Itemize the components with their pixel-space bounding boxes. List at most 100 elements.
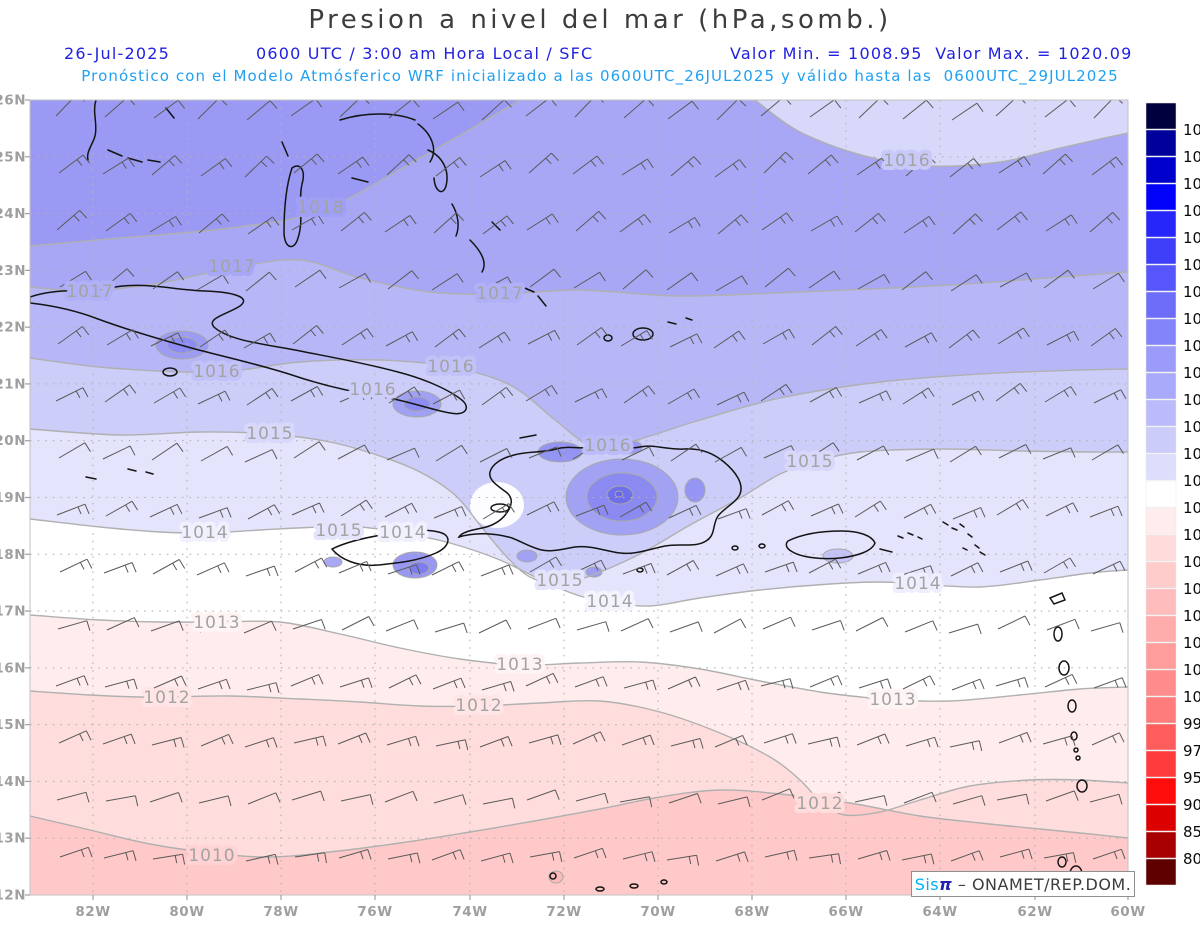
coastline — [491, 221, 501, 231]
wind-barb — [621, 158, 654, 176]
colorbar-cell — [1145, 642, 1177, 670]
wind-barb — [105, 500, 139, 517]
island-outline — [1053, 626, 1063, 642]
wind-barb — [857, 561, 891, 575]
wind-barb — [528, 734, 562, 746]
contour-label: 1015 — [315, 521, 362, 541]
wind-barb — [667, 676, 701, 690]
wind-barb — [621, 446, 655, 461]
lat-tick-label: 20N — [0, 433, 26, 449]
wind-barb — [247, 216, 280, 235]
wind-barb — [811, 620, 845, 631]
lat-tick-label: 24N — [0, 206, 26, 222]
wind-barb — [102, 157, 135, 175]
wind-barb — [151, 155, 183, 176]
wind-barb — [1045, 502, 1079, 517]
wind-barb — [527, 617, 561, 630]
wind-barb — [59, 558, 93, 573]
wind-barb — [339, 100, 370, 118]
island-outline — [603, 334, 613, 342]
isobar-line — [30, 428, 1128, 585]
wind-barb — [951, 102, 984, 121]
wind-barb — [196, 850, 230, 861]
wind-barb — [575, 211, 607, 232]
colorbar-label: 1002 — [1183, 661, 1200, 679]
wind-barb — [57, 620, 91, 631]
wind-barb — [760, 100, 792, 117]
wind-barb — [1091, 732, 1125, 746]
wind-barb — [384, 790, 418, 803]
wind-barb — [716, 679, 750, 691]
contour-label: 1013 — [869, 690, 916, 710]
wind-barb — [386, 154, 417, 176]
wind-barb — [337, 732, 371, 745]
wind-barb — [762, 328, 796, 345]
colorbar-cell — [1145, 426, 1177, 454]
wind-barb — [761, 788, 795, 801]
wind-barb — [433, 212, 464, 234]
wind-barb — [667, 388, 701, 405]
colorbar-label: 1040 — [1183, 148, 1200, 166]
island-outline — [660, 879, 668, 885]
sispi-logo: Sis — [914, 874, 940, 894]
colorbar-label: 1019 — [1183, 337, 1200, 355]
colorbar-label: 850 — [1183, 823, 1200, 841]
colorbar-cell — [1145, 588, 1177, 616]
contour-label: 1015 — [246, 424, 293, 444]
wind-barb — [1092, 272, 1125, 290]
coastline — [942, 521, 986, 556]
wind-barb — [715, 851, 749, 862]
wind-barb — [1092, 848, 1126, 860]
wind-barb — [339, 389, 373, 403]
wind-barb — [998, 444, 1032, 459]
lon-tick-label: 70W — [640, 904, 675, 920]
wind-barb — [809, 100, 842, 118]
coastline — [107, 107, 175, 163]
wind-barb — [622, 563, 656, 575]
wind-barb — [1091, 156, 1123, 176]
wind-barb — [386, 447, 420, 461]
wind-barb — [385, 619, 419, 632]
island-outline — [632, 327, 654, 341]
wind-barb — [902, 387, 935, 405]
wind-barb — [247, 504, 281, 520]
pressure-anomaly — [684, 477, 706, 503]
wind-barb — [103, 268, 135, 289]
colorbar-cell — [1145, 534, 1177, 562]
lat-tick-label: 17N — [0, 604, 26, 620]
wind-barb — [668, 504, 702, 519]
wind-barb — [56, 503, 90, 516]
wind-barb — [245, 271, 277, 292]
contour-label: 1014 — [379, 523, 426, 543]
colorbar-cell — [1145, 345, 1177, 373]
wind-barb — [764, 267, 796, 288]
coastline — [86, 100, 97, 161]
colorbar-cell — [1145, 318, 1177, 346]
wind-barb — [199, 329, 232, 348]
wind-barb — [905, 155, 936, 177]
wind-barb — [384, 214, 417, 233]
lat-tick-label: 26N — [0, 93, 26, 109]
wind-barb — [903, 791, 937, 804]
wind-barb — [670, 738, 704, 749]
wind-barb — [480, 564, 514, 577]
wind-barb — [572, 731, 606, 745]
wind-barb — [995, 100, 1026, 117]
colorbar-label: 1018 — [1183, 364, 1200, 382]
wind-barb — [717, 214, 749, 235]
pressure-anomaly — [614, 490, 624, 498]
wind-barb — [995, 382, 1028, 402]
wind-barb — [573, 847, 607, 859]
wind-barb — [997, 615, 1031, 630]
credit-box: Sis π – ONAMET/REP.DOM. — [911, 871, 1135, 897]
wind-barb — [292, 619, 326, 630]
colorbar-cell — [1145, 804, 1177, 832]
wind-barb — [529, 556, 563, 573]
island-outline — [731, 545, 739, 551]
lon-tick-label: 68W — [734, 904, 769, 920]
lat-tick-label: 25N — [0, 149, 26, 165]
wind-barb — [525, 385, 558, 402]
wind-barb — [902, 100, 934, 120]
lat-tick-label: 15N — [0, 717, 26, 733]
wind-barb — [902, 675, 936, 690]
